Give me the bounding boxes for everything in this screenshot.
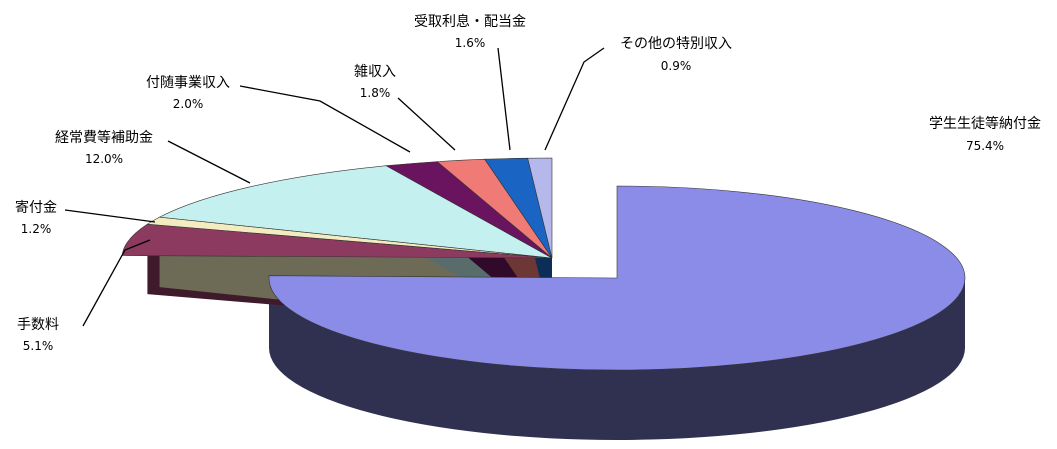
label-interest: 受取利息・配当金	[414, 13, 526, 30]
value-fees: 5.1%	[23, 339, 54, 353]
slice-labels: 学生生徒等納付金 75.4% 手数料 5.1% 寄付金 1.2% 経常費等補助金…	[15, 13, 1041, 353]
value-other-special: 0.9%	[661, 59, 692, 73]
label-donations: 寄付金	[15, 199, 57, 216]
slice-tuition	[268, 185, 966, 371]
pie-slices	[121, 157, 966, 371]
slice-subsidy	[158, 165, 553, 259]
label-ancillary: 付随事業収入	[146, 75, 230, 91]
leader-donations	[64, 209, 156, 223]
slice-wall-tuition	[269, 278, 965, 440]
value-interest: 1.6%	[455, 36, 486, 50]
leader-subsidy	[167, 140, 251, 184]
label-other-special: その他の特別収入	[620, 36, 732, 52]
value-tuition: 75.4%	[966, 139, 1004, 153]
leader-fees	[82, 239, 151, 327]
leader-misc	[397, 97, 456, 151]
value-donations: 1.2%	[21, 222, 52, 236]
slice-other-special	[527, 157, 553, 259]
label-misc: 雑収入	[354, 64, 396, 80]
label-subsidy: 経常費等補助金	[55, 129, 153, 146]
leader-ancillary	[239, 85, 411, 153]
label-fees: 手数料	[17, 317, 59, 333]
leader-other-special	[544, 47, 605, 151]
value-misc: 1.8%	[360, 86, 391, 100]
value-ancillary: 2.0%	[173, 97, 204, 111]
label-tuition: 学生生徒等納付金	[929, 115, 1041, 132]
leader-interest	[497, 47, 511, 151]
leader-lines	[64, 47, 605, 327]
value-subsidy: 12.0%	[85, 152, 123, 166]
